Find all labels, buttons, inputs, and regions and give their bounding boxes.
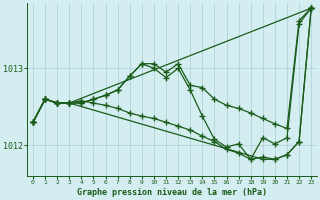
X-axis label: Graphe pression niveau de la mer (hPa): Graphe pression niveau de la mer (hPa) bbox=[77, 188, 267, 197]
